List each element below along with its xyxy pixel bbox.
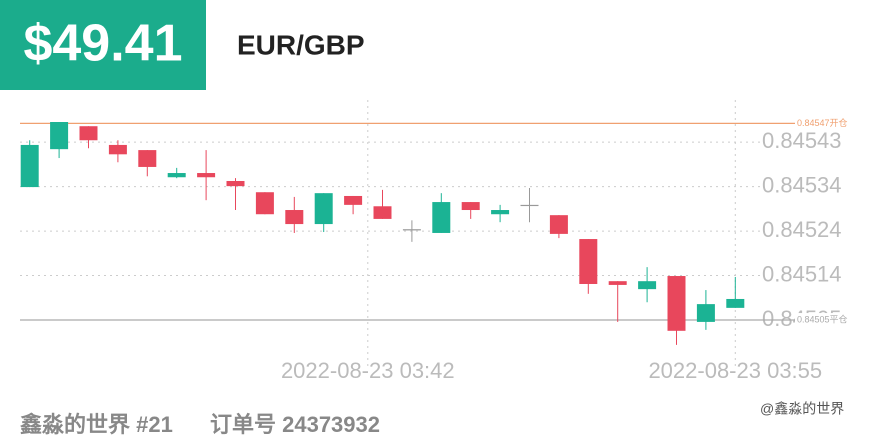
candle-body [549,215,568,234]
candle-body [314,193,333,225]
candle-body [108,144,127,155]
symbol: EUR/GBP [237,29,365,60]
watermark: @鑫淼的世界 [760,401,844,417]
candle-body [579,239,598,284]
candle-body [79,126,98,141]
candle-body [138,150,157,167]
candle-body [344,195,363,205]
chart: 0.845430.845340.845240.845140.845052022-… [20,100,857,383]
candle-body [20,144,39,188]
account: 鑫淼的世界 #21 [20,412,173,437]
reference-label: 0.84505平仓 [797,313,848,324]
candle-body [373,206,392,219]
x-tick-label: 2022-08-23 03:55 [648,358,822,383]
candle-body [638,281,657,290]
candle-body [50,122,69,150]
candle-body [197,173,216,178]
candle-body [432,202,451,233]
y-tick-label: 0.84534 [762,172,842,197]
candle-body [667,276,686,331]
candle-body [402,229,421,231]
profit-box [0,0,206,90]
y-tick-label: 0.84524 [762,217,842,242]
candle-body [491,210,510,215]
profit: $49.41 [23,15,182,73]
reference-label: 0.84547开仓 [797,117,848,128]
candle-body [461,202,480,211]
candle-body [726,298,745,308]
reference-label-bg [795,313,857,328]
y-tick-label: 0.84543 [762,128,842,153]
candle-body [520,204,539,207]
y-tick-label: 0.84514 [762,261,842,286]
candle-body [285,210,304,225]
reference-label-bg [795,116,857,131]
order-number: 订单号 24373932 [210,412,380,437]
candle-body [226,180,245,187]
candle-body [167,173,186,178]
candle-body [255,192,274,215]
candle-body [696,304,715,322]
x-tick-label: 2022-08-23 03:42 [281,358,455,383]
candle-body [608,281,627,285]
